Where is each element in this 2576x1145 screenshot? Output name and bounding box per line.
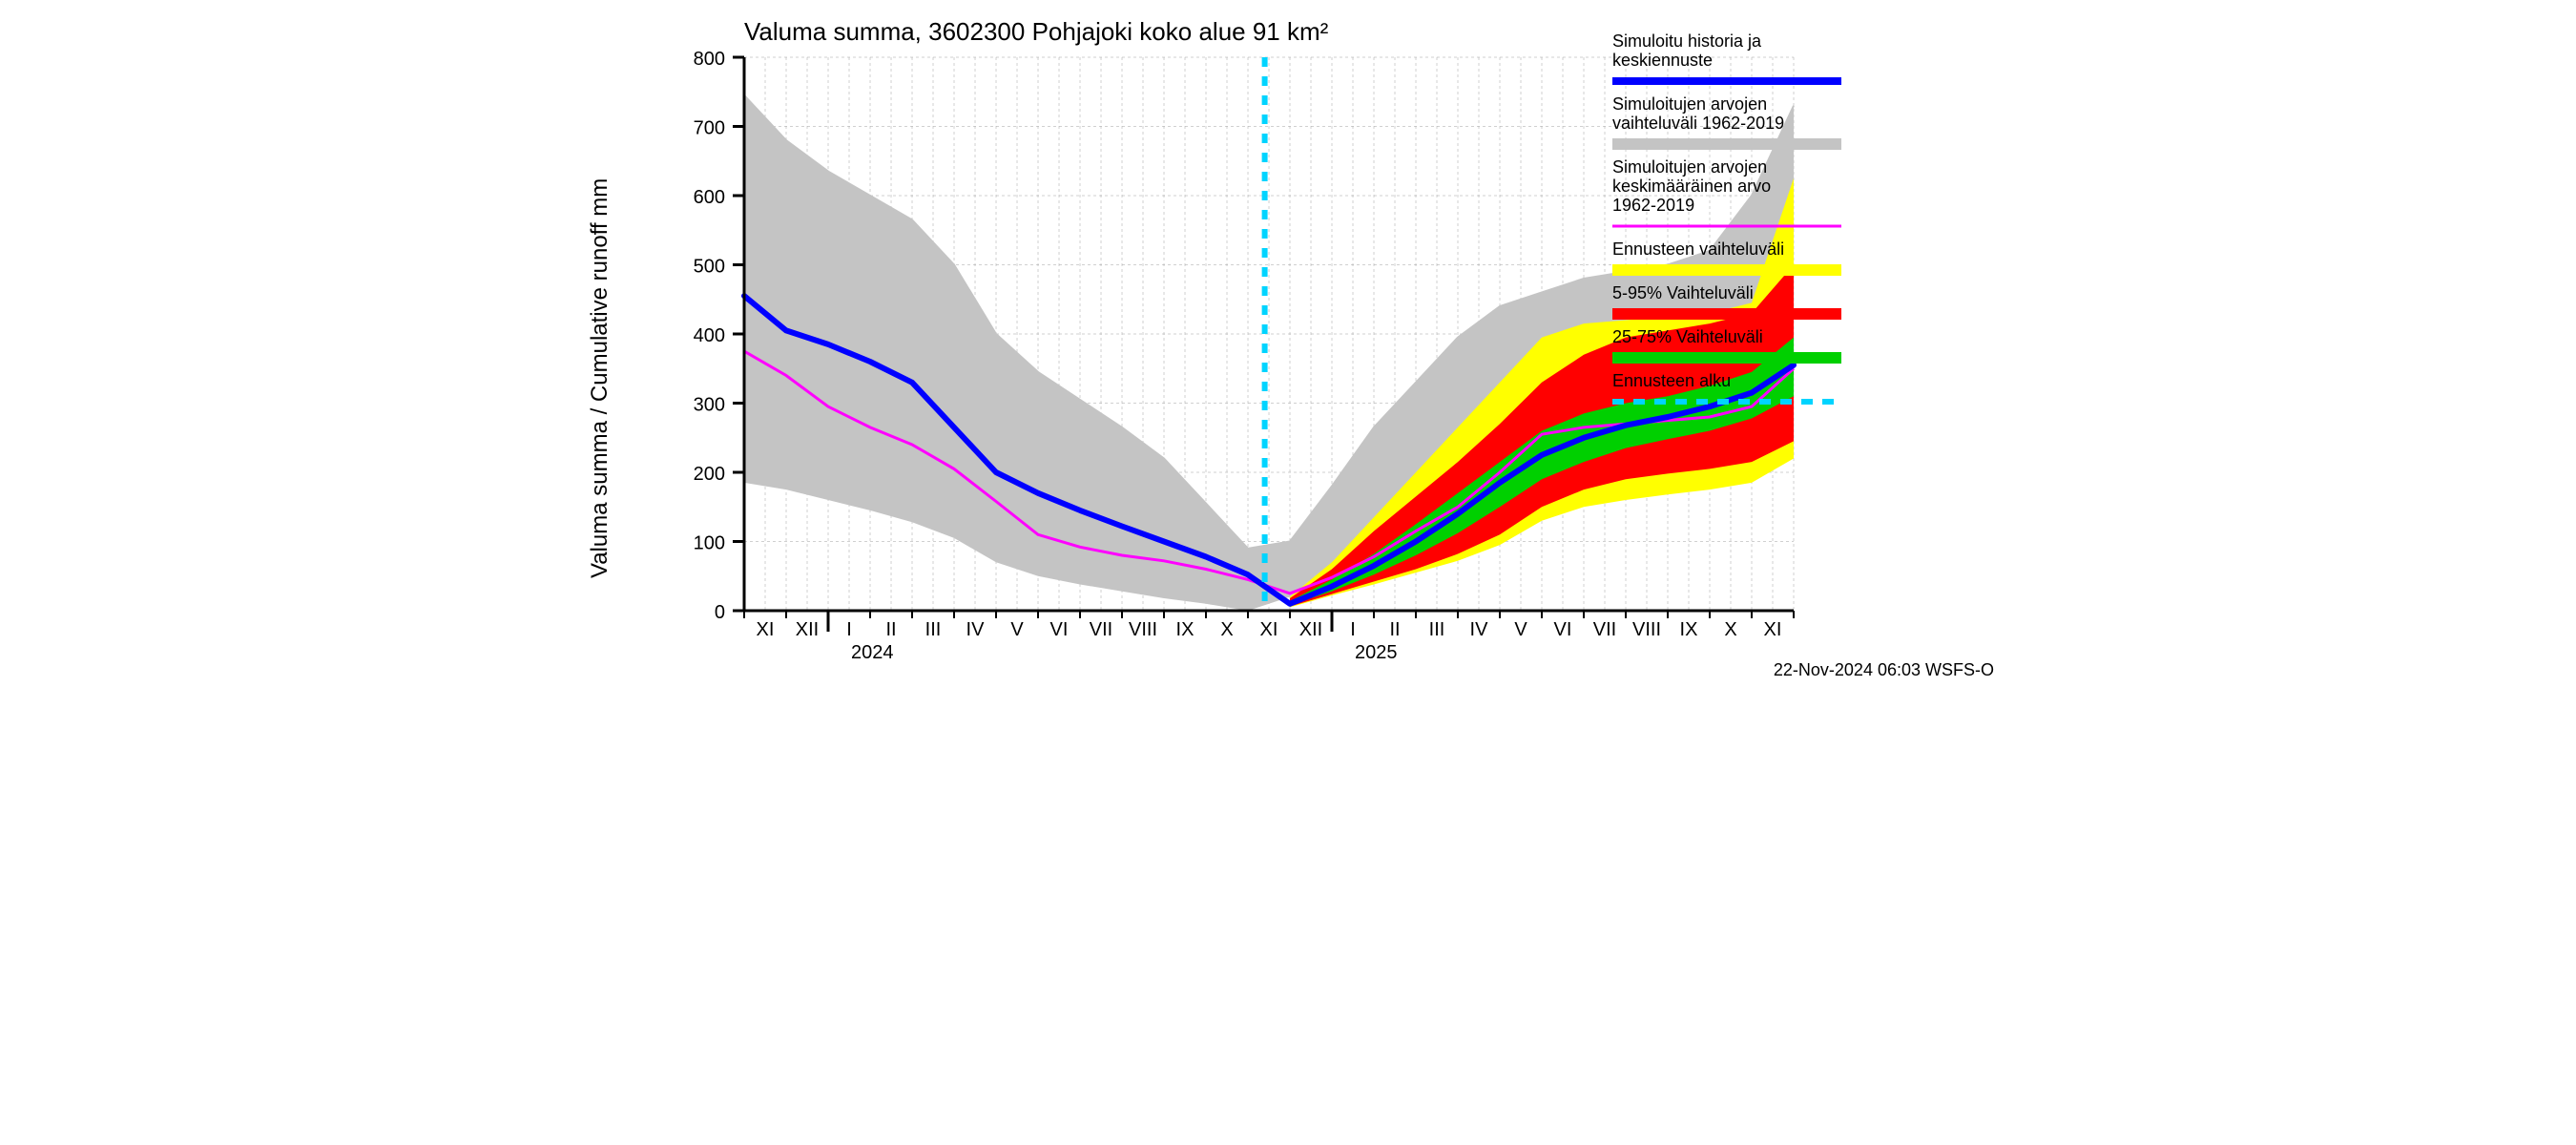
x-month-label: II: [885, 619, 896, 640]
legend-label: 1962-2019: [1612, 196, 1694, 215]
x-month-label: XI: [1260, 619, 1278, 640]
legend-label: Simuloitujen arvojen: [1612, 94, 1767, 114]
x-month-label: I: [1350, 619, 1356, 640]
legend-label: Simuloitu historia ja: [1612, 31, 1762, 51]
legend-swatch: [1612, 138, 1841, 150]
x-month-label: VII: [1090, 619, 1112, 640]
x-month-label: X: [1724, 619, 1736, 640]
y-tick-label: 500: [694, 257, 725, 278]
x-month-label: II: [1389, 619, 1400, 640]
x-month-label: XII: [1299, 619, 1322, 640]
render-stamp: 22-Nov-2024 06:03 WSFS-O: [1774, 660, 1994, 679]
legend-label: keskimääräinen arvo: [1612, 177, 1771, 196]
x-month-label: VIII: [1129, 619, 1157, 640]
x-month-label: IX: [1176, 619, 1195, 640]
x-month-label: VI: [1554, 619, 1572, 640]
y-tick-label: 800: [694, 49, 725, 70]
legend-label: Ennusteen alku: [1612, 371, 1731, 390]
legend-label: 5-95% Vaihteluväli: [1612, 283, 1754, 302]
x-month-label: VII: [1593, 619, 1616, 640]
chart-title: Valuma summa, 3602300 Pohjajoki koko alu…: [744, 17, 1329, 46]
legend-label: 25-75% Vaihteluväli: [1612, 327, 1763, 346]
legend-swatch: [1612, 352, 1841, 364]
legend-label: Ennusteen vaihteluväli: [1612, 239, 1784, 259]
x-month-label: IV: [966, 619, 986, 640]
y-tick-label: 300: [694, 395, 725, 416]
x-month-label: III: [925, 619, 942, 640]
x-year-label: 2025: [1355, 642, 1398, 663]
x-month-label: XI: [757, 619, 775, 640]
x-month-label: VIII: [1632, 619, 1661, 640]
x-month-label: VI: [1050, 619, 1069, 640]
legend-swatch: [1612, 308, 1841, 320]
x-month-label: IV: [1470, 619, 1489, 640]
y-tick-label: 100: [694, 533, 725, 554]
legend-swatch: [1612, 264, 1841, 276]
x-month-label: I: [846, 619, 852, 640]
x-month-label: III: [1429, 619, 1445, 640]
x-month-label: IX: [1680, 619, 1698, 640]
x-month-label: XI: [1764, 619, 1782, 640]
x-month-label: X: [1220, 619, 1233, 640]
y-tick-label: 600: [694, 187, 725, 208]
y-tick-label: 200: [694, 464, 725, 485]
x-year-label: 2024: [851, 642, 894, 663]
legend-label: keskiennuste: [1612, 51, 1713, 70]
legend-label: Simuloitujen arvojen: [1612, 157, 1767, 177]
y-tick-label: 400: [694, 325, 725, 346]
y-tick-label: 0: [715, 602, 725, 623]
x-month-label: XII: [796, 619, 819, 640]
legend-label: vaihteluväli 1962-2019: [1612, 114, 1784, 133]
x-month-label: V: [1514, 619, 1527, 640]
x-month-label: V: [1010, 619, 1024, 640]
y-tick-label: 700: [694, 118, 725, 139]
y-axis-title: Valuma summa / Cumulative runoff mm: [587, 178, 613, 578]
